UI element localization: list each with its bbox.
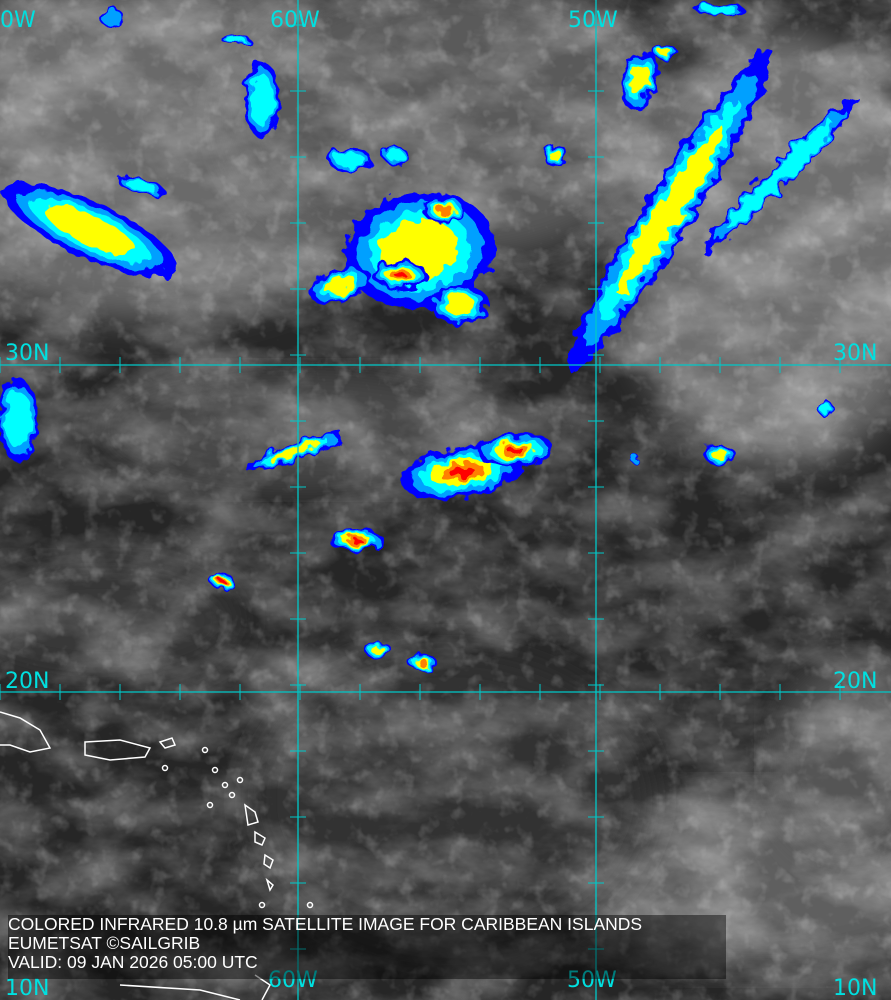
coastline (265, 877, 274, 892)
island (201, 746, 209, 754)
cloud-cell (3, 182, 177, 278)
cloud-cell (631, 456, 641, 464)
cloud-cell-layer (444, 294, 476, 316)
cloud-cell-layer (219, 579, 225, 583)
cloud-cell (567, 48, 773, 372)
cloud-cell (0, 378, 38, 462)
island (258, 901, 266, 909)
island (306, 901, 314, 909)
caption-title: COLORED INFRARED 10.8 µm SATELLITE IMAGE… (8, 914, 643, 934)
cloud-cell-layer (386, 148, 404, 162)
coastline (254, 830, 266, 846)
lat-label-30n-right: 30N (833, 341, 878, 366)
coastline (84, 739, 152, 761)
cloud-cell-layer (335, 151, 365, 169)
cloud-cell (210, 573, 234, 589)
cloud-cell-layer (629, 64, 651, 96)
cloud-cell (372, 261, 428, 289)
cloud-cell (328, 148, 372, 172)
cloud-cell-layer (449, 466, 475, 478)
lat-label-10n-left: 10N (5, 976, 50, 1000)
coastlines (0, 711, 314, 1000)
cloud-cell-layer (44, 205, 136, 255)
cloud-cell-layer (324, 275, 356, 295)
cloud-cell (244, 62, 280, 138)
cloud-cell-layer (658, 47, 672, 57)
cloud-cell (100, 8, 124, 28)
lat-label-20n-right: 20N (833, 669, 878, 694)
cloud-cell (364, 642, 392, 658)
cloud-cell-layer (711, 449, 729, 461)
cloud-cell-layer (394, 272, 406, 278)
cloud-cell-layer (416, 659, 428, 665)
cloud-cell-layer (370, 645, 386, 655)
cloud-cell-layer (4, 391, 32, 449)
cloud-cell-layer (507, 446, 523, 454)
island (211, 766, 219, 774)
cloud-cell-layer (269, 441, 321, 463)
cloud-cell (704, 445, 736, 465)
cloud-cell (430, 285, 490, 325)
cloud-cell (620, 51, 660, 109)
cloud-cell (383, 145, 407, 165)
cloud-cell (309, 266, 371, 304)
cloud-cell (695, 4, 745, 16)
caption-valid-time: VALID: 09 JAN 2026 05:00 UTC (8, 952, 258, 972)
cloud-cell (328, 529, 384, 551)
lon-label-50w-top: 50W (568, 8, 618, 33)
cloud-cell-layer (703, 5, 737, 15)
cloud-cell (701, 96, 859, 254)
cloud-cell-layer (726, 121, 834, 229)
cloud-cell (246, 431, 344, 473)
island (221, 781, 229, 789)
cloud-cell-layer (249, 74, 275, 126)
coastline (243, 803, 259, 826)
lon-label-70w-top: 0W (0, 8, 36, 33)
lat-label-10n-right: 10N (833, 976, 878, 1000)
cloud-cell-layer (437, 204, 453, 216)
cloud-cell (817, 400, 833, 416)
island (228, 791, 236, 799)
lon-label-50w-bottom: 50W (567, 968, 617, 993)
coastline (119, 974, 271, 1000)
cloud-cell-layer (616, 125, 724, 295)
coastline (263, 853, 274, 870)
cloud-cell (115, 174, 165, 196)
image-caption: COLORED INFRARED 10.8 µm SATELLITE IMAGE… (8, 915, 726, 979)
caption-source: EUMETSAT ©SAILGRIB (8, 933, 201, 953)
lon-label-60w-top: 60W (270, 8, 320, 33)
cloud-cell-layer (631, 456, 641, 464)
cloud-cell (542, 144, 568, 166)
cloud-cell-layer (819, 402, 831, 414)
lat-label-30n-left: 30N (5, 341, 50, 366)
island (206, 801, 214, 809)
cloud-cell-layer (101, 9, 123, 27)
coastline (158, 737, 177, 749)
cloud-cell (653, 44, 677, 60)
island (161, 764, 169, 772)
cold-cloud-tops (0, 4, 859, 670)
cloud-cell (477, 432, 553, 468)
cloud-cell (423, 196, 467, 224)
cloud-cell-layer (548, 149, 562, 161)
cloud-cell-layer (350, 537, 362, 543)
island (236, 776, 244, 784)
lon-label-60w-bottom: 60W (268, 968, 318, 993)
lat-label-20n-left: 20N (5, 669, 50, 694)
cloud-cell-layer (226, 35, 246, 45)
cloud-cell (407, 654, 437, 670)
cloud-cell (222, 34, 250, 46)
cloud-cell-layer (123, 178, 157, 192)
coastline (0, 711, 52, 753)
